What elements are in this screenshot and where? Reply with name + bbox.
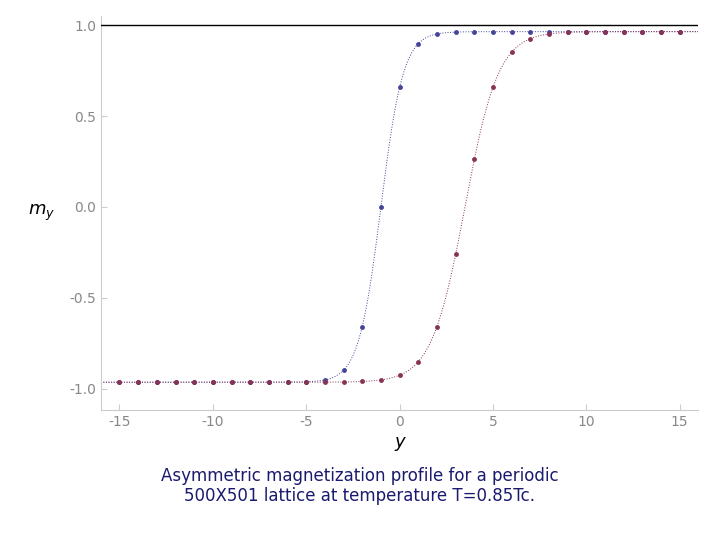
- Y-axis label: $m_y$: $m_y$: [27, 203, 55, 224]
- X-axis label: y: y: [395, 434, 405, 451]
- Text: Asymmetric magnetization profile for a periodic
500X501 lattice at temperature T: Asymmetric magnetization profile for a p…: [161, 467, 559, 505]
